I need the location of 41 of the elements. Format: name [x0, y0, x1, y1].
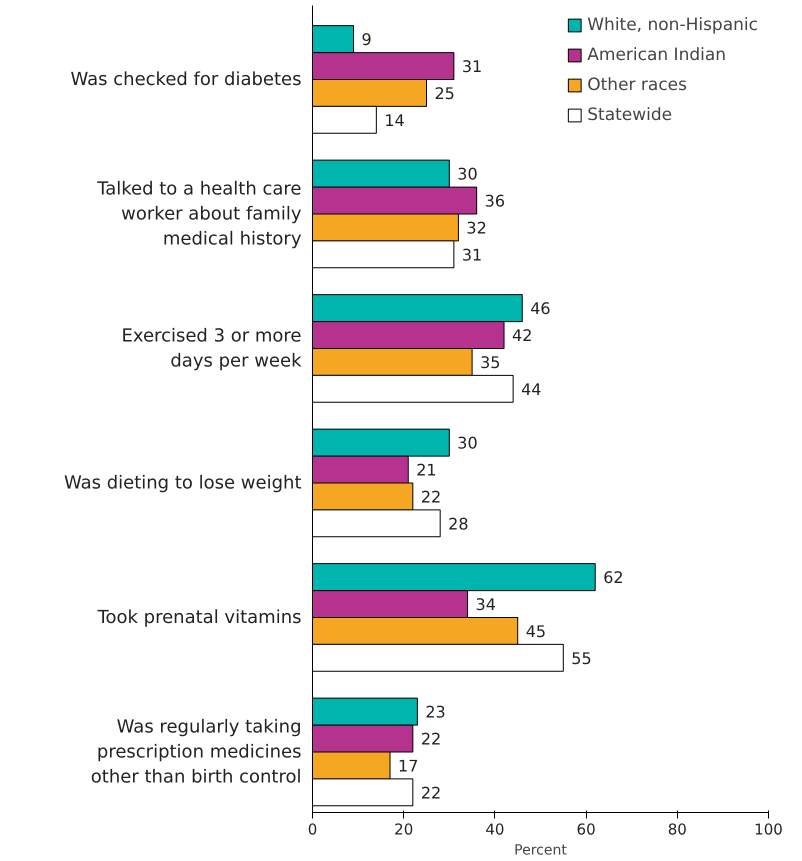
data-label: 22: [420, 730, 442, 749]
data-label: 55: [571, 648, 592, 668]
data-label: 28: [448, 514, 469, 534]
data-label: 34: [476, 595, 496, 614]
data-label: 23: [425, 702, 446, 722]
y-tick-label: Was dieting to lose weight: [64, 472, 302, 494]
legend-label: American Indian: [587, 45, 726, 65]
data-label: 42: [512, 326, 532, 346]
data-label: 21: [416, 460, 437, 480]
data-label: 31: [462, 57, 482, 76]
data-label: 25: [434, 84, 455, 103]
data-label: 22: [420, 783, 442, 802]
y-tick-label: Talked to a health care worker about family medical history: [96, 178, 302, 250]
data-label: 32: [466, 218, 487, 238]
x-tick-label: 20: [394, 820, 414, 838]
data-label: 17: [398, 756, 418, 776]
data-label: 44: [521, 380, 542, 399]
data-label: 45: [526, 622, 546, 641]
legend-label: Other races: [587, 75, 687, 95]
data-label: 46: [530, 299, 551, 318]
data-label: 36: [484, 192, 506, 211]
x-tick-label: 40: [485, 820, 504, 838]
y-tick-label: Exercised 3 or more days per week: [122, 325, 302, 372]
x-tick-label: 80: [668, 820, 687, 838]
data-label: 30: [457, 434, 478, 453]
data-label: 30: [457, 164, 478, 184]
data-label: 31: [462, 245, 482, 264]
x-tick-label: 0: [308, 820, 318, 838]
data-label: 22: [420, 487, 442, 506]
y-tick-label: Took prenatal vitamins: [96, 606, 302, 628]
legend-label: White, non-Hispanic: [587, 15, 758, 35]
data-label: 35: [480, 352, 500, 372]
legend-label: Statewide: [587, 105, 672, 125]
x-tick-label: 60: [576, 820, 596, 838]
data-label: 9: [362, 30, 372, 50]
data-label: 14: [384, 110, 405, 130]
y-tick-label: Was regularly taking prescription medicines other than birth control: [90, 716, 302, 788]
data-label: 62: [603, 568, 624, 588]
x-tick-label: 100: [754, 820, 783, 838]
y-tick-label: Was checked for diabetes: [70, 68, 302, 90]
x-axis-title: Percent: [514, 842, 568, 858]
